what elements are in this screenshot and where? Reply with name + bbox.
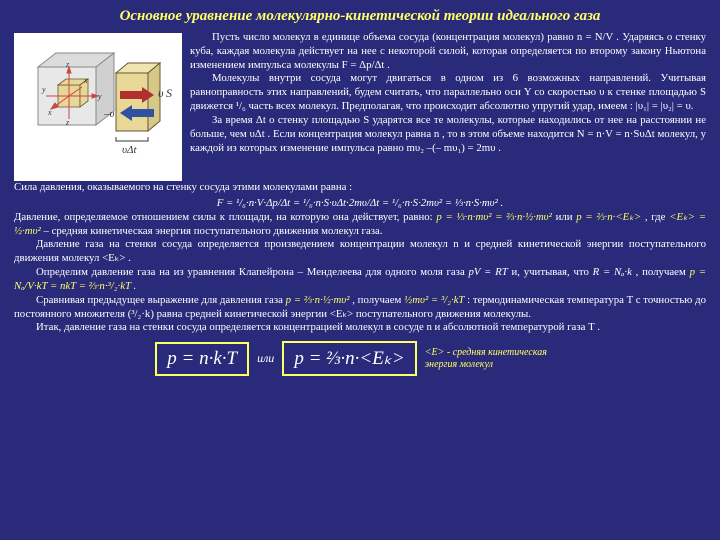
p7c: и, учитывая, что [508,266,593,278]
p8a: Сравнивая предыдущее выражение для давле… [36,294,286,306]
p7b: pV = RT [469,266,508,278]
svg-text:y: y [97,92,102,101]
p8b: p = ⅔·n·½·mυ² [286,294,350,306]
para-8: Сравнивая предыдущее выражение для давле… [14,294,706,322]
p8d: ½mυ² = ³/₂·kT [404,294,464,306]
svg-text:υΔt: υΔt [122,144,138,156]
svg-text:S: S [166,86,172,100]
p7e: , получаем [632,266,690,278]
p5b: p = ⅓·n·mυ² = ⅔·n·½·mυ² [436,211,551,223]
right-text-col: Пусть число молекул в единице объема сос… [190,31,706,181]
para-6: Давление газа на стенки сосуда определяе… [14,238,706,266]
page-title: Основное уравнение молекулярно-кинетичес… [14,8,706,25]
cube-figure: z y x y x z υ –υ S υΔt [14,33,182,181]
svg-text:υ: υ [158,86,164,100]
p5g: – средняя кинетическая энергия поступате… [41,225,383,237]
p5d: p = ⅔·n·<Eₖ> [576,211,641,223]
formula-box-1: p = n·k·T [155,342,249,376]
svg-text:x: x [47,108,52,117]
p7d: R = Nₐ·k [593,266,632,278]
footnote: <E> - средняя кинетическая энергия молек… [425,347,565,371]
p5e: , где [641,211,669,223]
para-9: Итак, давление газа на стенки сосуда опр… [14,321,706,335]
para-1: Пусть число молекул в единице объема сос… [190,31,706,72]
p8c: , получаем [350,294,405,306]
formula-box-2: p = ⅔·n·<Eₖ> [282,341,416,376]
para-3: За время Δt о стенку площадью S ударятся… [190,114,706,155]
figure-text-row: z y x y x z υ –υ S υΔt [14,31,706,181]
formula-row: p = n·k·T или p = ⅔·n·<Eₖ> <E> - средняя… [14,341,706,376]
or-word: или [257,351,274,366]
p5c: или [552,211,576,223]
svg-text:x: x [83,76,88,85]
para-2: Молекулы внутри сосуда могут двигаться в… [190,72,706,113]
svg-text:–υ: –υ [103,108,115,120]
para-4: Сила давления, оказываемого на стенку со… [14,181,706,195]
formula-line-1: F = ¹/₆·n·V·Δp/Δt = ¹/₆·n·S·υΔt·2mυ/Δt =… [14,197,706,209]
p7a: Определим давление газа на из уравнения … [36,266,469,278]
para-7: Определим давление газа на из уравнения … [14,266,706,294]
para-5: Давление, определяемое отношением силы к… [14,211,706,239]
svg-text:y: y [41,85,46,94]
p5a: Давление, определяемое отношением силы к… [14,211,436,223]
